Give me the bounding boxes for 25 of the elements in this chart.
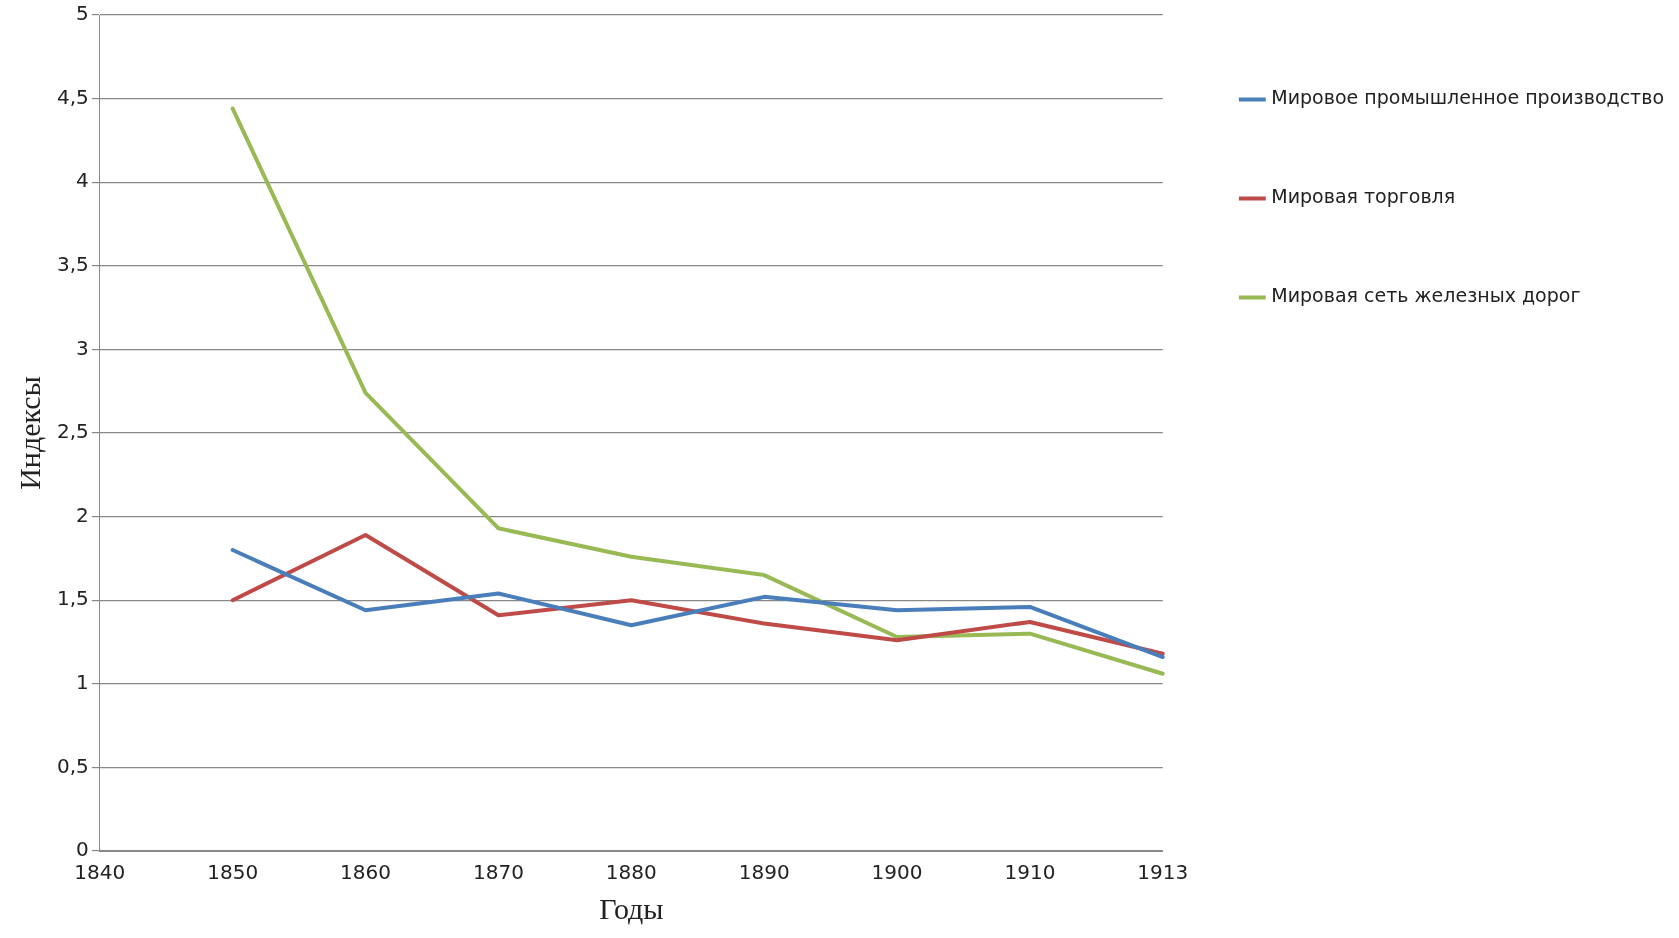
x-tick-label: 1860 (340, 860, 392, 885)
x-tick-label: 1913 (1137, 860, 1189, 885)
legend-label: Мировая сеть железных дорог (1271, 284, 1581, 307)
x-tick-label: 1840 (74, 860, 126, 885)
y-tick-label: 1,5 (56, 586, 89, 611)
y-tick-label: 4 (76, 168, 89, 193)
y-tick-label: 4,5 (56, 84, 89, 109)
y-tick-label: 1 (76, 670, 89, 694)
y-tick-label: 3,5 (56, 252, 89, 276)
legend-label: Мировое промышленное производство (1271, 86, 1665, 109)
x-tick-label: 1900 (871, 860, 923, 885)
y-tick-label: 2 (76, 502, 89, 527)
legend-label: Мировая торговля (1271, 185, 1456, 208)
y-tick-label: 2,5 (56, 419, 89, 444)
y-tick-label: 0,5 (56, 753, 89, 778)
x-tick-label: 1850 (207, 860, 259, 885)
x-axis-title: Годы (599, 891, 664, 925)
y-tick-label: 3 (76, 335, 89, 360)
y-tick-label: 0 (76, 837, 89, 862)
y-axis-title: Индексы (12, 376, 46, 490)
y-tick-label: 5 (76, 1, 89, 26)
x-tick-label: 1870 (472, 860, 524, 885)
x-tick-label: 1890 (738, 860, 790, 885)
x-tick-label: 1910 (1004, 860, 1056, 885)
x-tick-label: 1880 (605, 860, 657, 885)
